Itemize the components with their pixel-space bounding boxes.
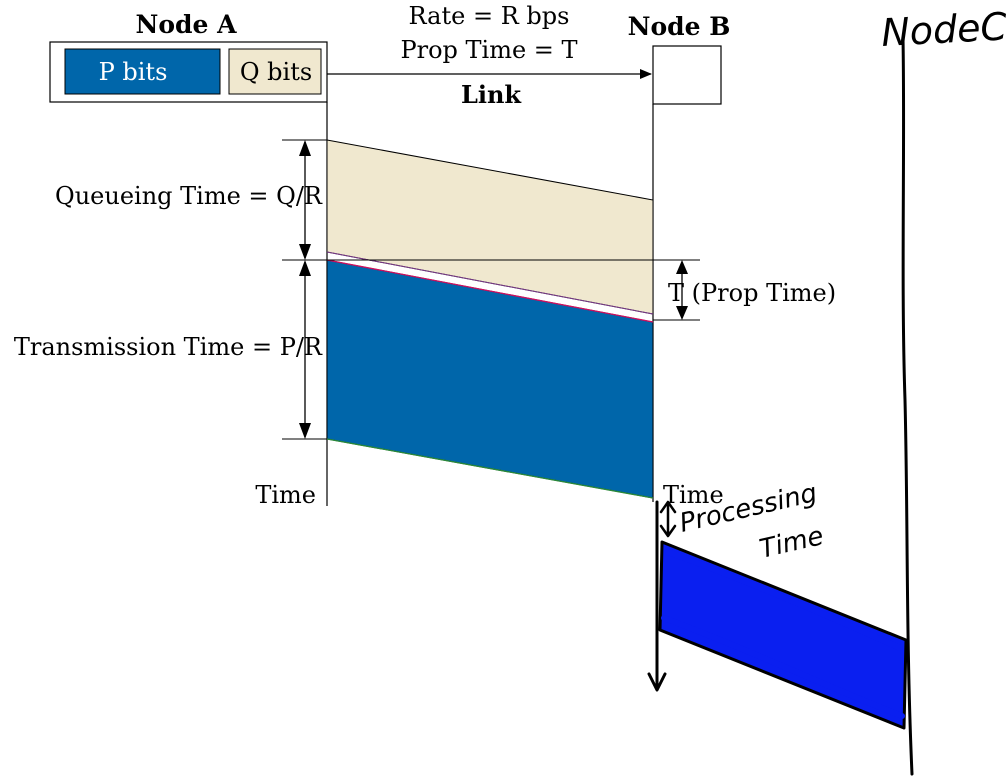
- q-bits-block: [228, 48, 322, 95]
- transmission-bottom-edge: [326, 438, 654, 499]
- node-b-box: [652, 45, 722, 105]
- link-rate-label: Rate = R bps: [409, 2, 570, 30]
- node-c-title: NodeC: [880, 4, 1008, 55]
- queueing-arrow-top: [299, 140, 311, 156]
- transmission-time-label: Transmission Time = P/R: [14, 333, 323, 361]
- transmission-top-edge: [326, 259, 654, 323]
- queue-gap-line: [326, 251, 654, 315]
- p-bits-label: P bits: [99, 58, 168, 86]
- q-bits-label: Q bits: [240, 58, 312, 86]
- node-b-title: Node B: [628, 12, 731, 41]
- p-bits-block: [64, 48, 221, 95]
- node-a-time-label: Time: [255, 481, 316, 509]
- queueing-time-label: Queueing Time = Q/R: [55, 182, 323, 210]
- queueing-arrow-bottom: [299, 244, 311, 260]
- node-a-title: Node A: [135, 10, 237, 39]
- node-b-handwritten-timeline: [647, 500, 667, 692]
- node-c-timeline: [901, 36, 914, 776]
- prop-arrow-bottom: [676, 306, 688, 320]
- prop-time-label: T (Prop Time): [668, 279, 836, 307]
- node-c-transmission-scribble: [661, 549, 905, 719]
- processing-label-line2: Time: [757, 521, 827, 565]
- transmission-arrow-bottom: [299, 423, 311, 439]
- prop-arrow-top: [676, 260, 688, 274]
- node-c-transmission-block: [658, 540, 908, 730]
- transmission-arrow-top: [299, 260, 311, 276]
- link-label: Link: [461, 80, 522, 109]
- link-prop-label: Prop Time = T: [400, 36, 577, 64]
- node-b-time-label: Time: [663, 481, 724, 509]
- processing-arrow: [659, 500, 677, 538]
